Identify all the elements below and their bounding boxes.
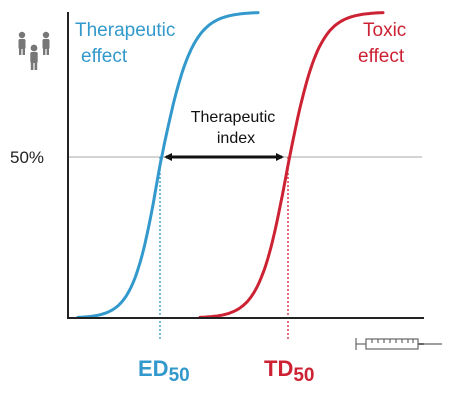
td50-label-main: TD [264, 356, 293, 381]
td50-label-subscript: 50 [293, 365, 314, 386]
series-label-toxic-effect-line1: Toxic [363, 20, 406, 41]
ed50-label: ED50 [138, 356, 190, 386]
people-icon [18, 31, 50, 70]
ed50-label-main: ED [138, 356, 169, 381]
series-label-toxic-effect-line2: effect [358, 46, 405, 67]
series-line-toxic-effect [198, 11, 385, 319]
therapeutic-index-label-line2: index [217, 130, 255, 147]
therapeutic-index-label-line1: Therapeutic [191, 109, 276, 126]
y-tick-label-50: 50% [10, 148, 44, 167]
series-label-therapeutic-effect-line2: effect [81, 46, 128, 67]
td50-label: TD50 [264, 356, 314, 386]
ed50-label-subscript: 50 [169, 365, 190, 386]
syringe-icon [355, 338, 442, 350]
series-line-therapeutic-effect [76, 11, 260, 319]
series-label-therapeutic-effect-line1: Therapeutic [75, 20, 175, 41]
